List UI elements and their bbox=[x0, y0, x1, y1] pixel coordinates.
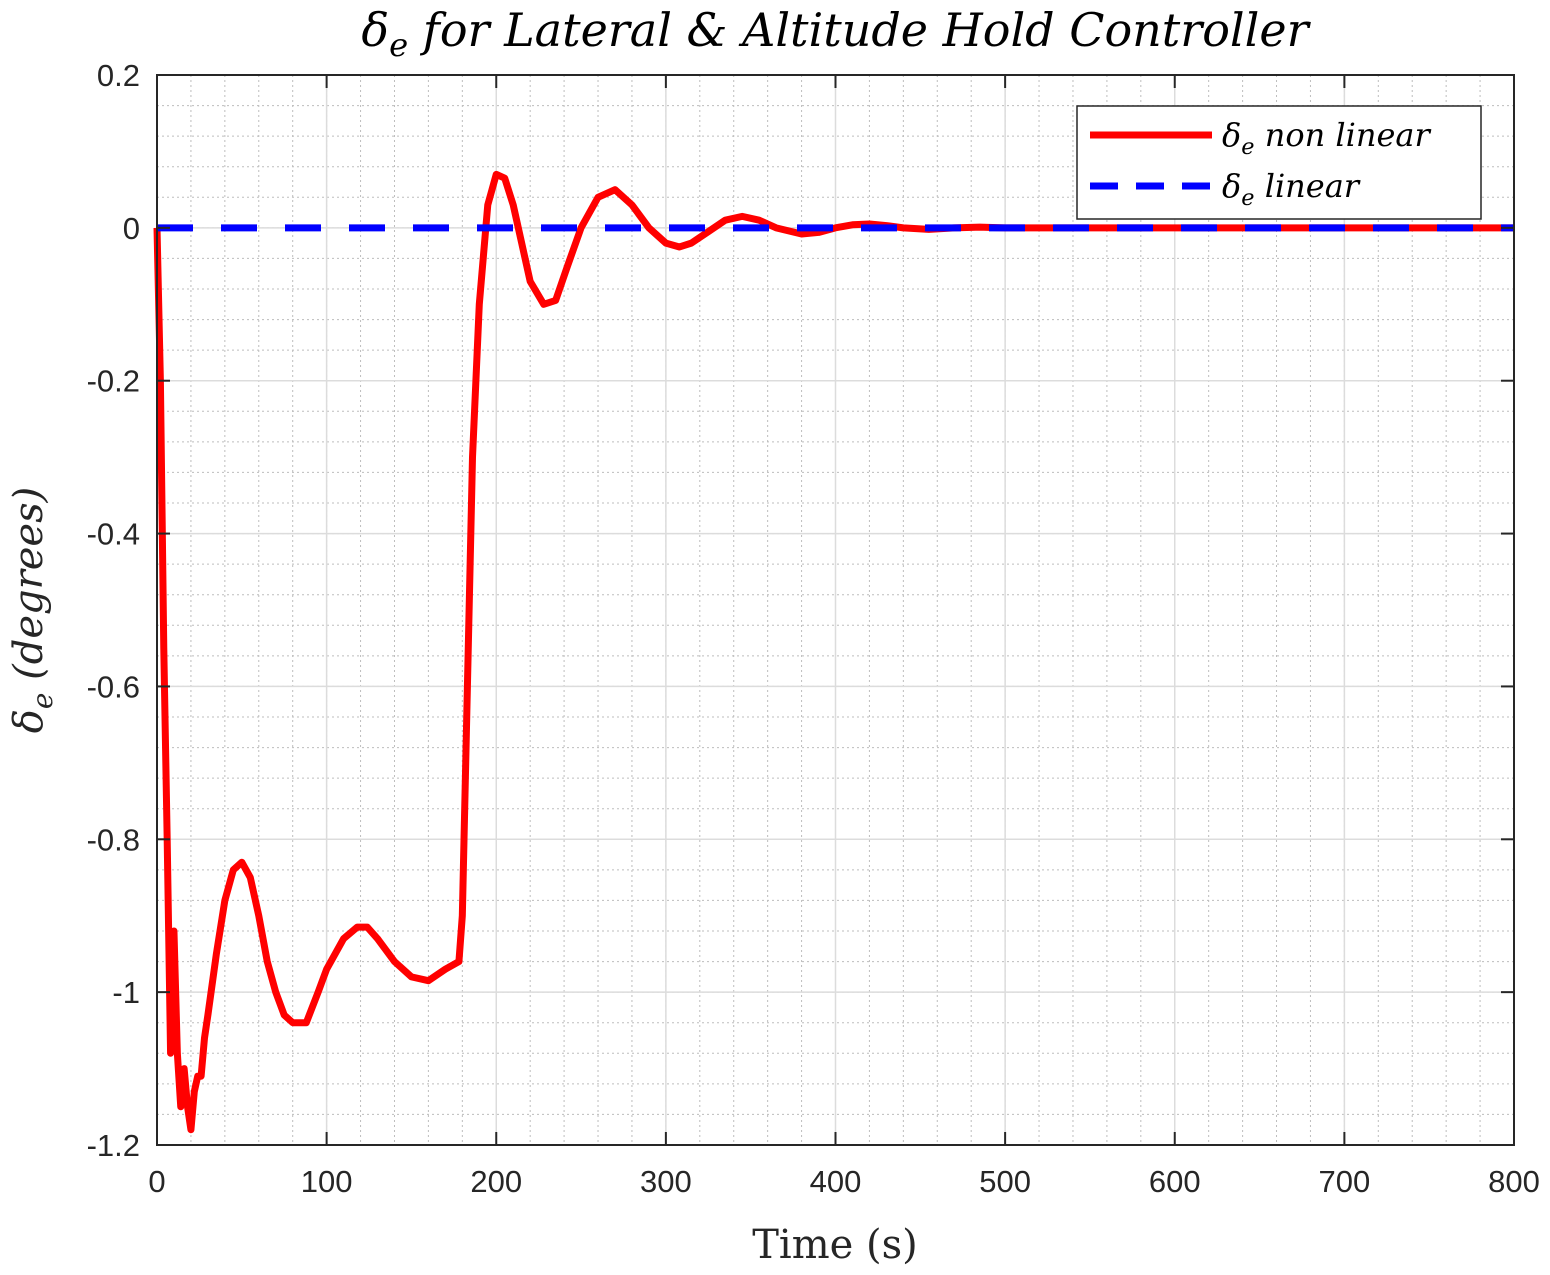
legend-box bbox=[1076, 105, 1482, 220]
x-tick-label: 400 bbox=[810, 1164, 862, 1199]
y-tick-label: 0 bbox=[123, 211, 140, 246]
x-tick-label: 800 bbox=[1488, 1164, 1540, 1199]
y-tick-label: -0.8 bbox=[87, 822, 140, 857]
y-tick-label: -1.2 bbox=[87, 1128, 140, 1163]
x-tick-label: 700 bbox=[1319, 1164, 1371, 1199]
y-tick-label: -0.6 bbox=[87, 669, 140, 704]
x-tick-label: 100 bbox=[301, 1164, 353, 1199]
y-tick-label: -0.2 bbox=[87, 364, 140, 399]
axis-ticks bbox=[156, 74, 1515, 1146]
legend-label-linear: δe linear bbox=[1222, 167, 1361, 211]
x-axis-label: Time (s) bbox=[752, 1222, 918, 1268]
tick-labels: 0 100 200 300 400 500 600 700 800 0.2 0 -0.2 -0.4 -0.… bbox=[87, 58, 1540, 1199]
legend: δe non linear δe linear bbox=[1076, 105, 1482, 220]
legend-label-non-linear: δe non linear bbox=[1222, 116, 1431, 160]
series-layer bbox=[153, 170, 1514, 1134]
y-tick-label: -0.4 bbox=[87, 517, 140, 552]
y-tick-label: 0.2 bbox=[97, 58, 140, 93]
x-tick-label: 600 bbox=[1149, 1164, 1201, 1199]
y-axis-label: δe (degrees) bbox=[6, 487, 59, 733]
x-tick-label: 500 bbox=[979, 1164, 1031, 1199]
x-tick-label: 200 bbox=[470, 1164, 522, 1199]
y-tick-label: -1 bbox=[112, 975, 140, 1010]
x-tick-label: 300 bbox=[640, 1164, 692, 1199]
x-tick-label: 0 bbox=[148, 1164, 165, 1199]
chart-title: δe for Lateral & Altitude Hold Controlle… bbox=[361, 3, 1311, 64]
